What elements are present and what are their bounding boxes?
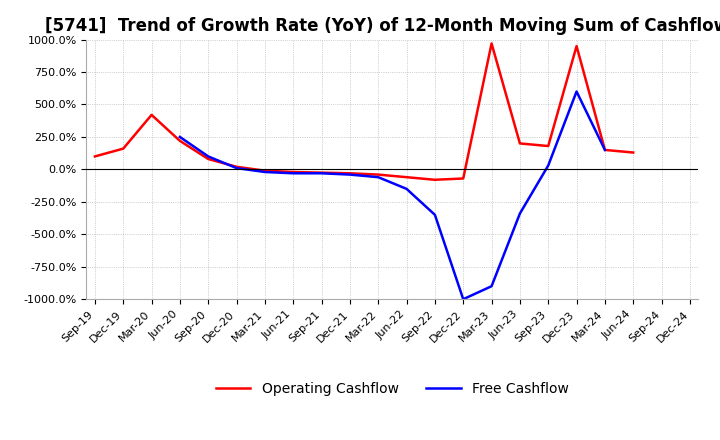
Free Cashflow — [176, 134, 184, 139]
Operating Cashflow — [374, 172, 382, 177]
Free Cashflow — [431, 212, 439, 217]
Operating Cashflow — [516, 141, 524, 146]
Free Cashflow — [204, 154, 212, 159]
Operating Cashflow — [487, 41, 496, 46]
Operating Cashflow — [600, 147, 609, 153]
Free Cashflow — [544, 163, 552, 168]
Free Cashflow — [487, 284, 496, 289]
Operating Cashflow — [148, 112, 156, 117]
Free Cashflow — [572, 89, 581, 94]
Free Cashflow — [289, 171, 297, 176]
Operating Cashflow — [346, 171, 354, 176]
Line: Operating Cashflow: Operating Cashflow — [95, 44, 633, 180]
Operating Cashflow — [176, 138, 184, 143]
Operating Cashflow — [544, 143, 552, 149]
Operating Cashflow — [459, 176, 467, 181]
Free Cashflow — [459, 297, 467, 302]
Operating Cashflow — [91, 154, 99, 159]
Operating Cashflow — [261, 168, 269, 173]
Free Cashflow — [516, 211, 524, 216]
Free Cashflow — [233, 165, 241, 171]
Legend: Operating Cashflow, Free Cashflow: Operating Cashflow, Free Cashflow — [210, 376, 575, 401]
Free Cashflow — [318, 171, 326, 176]
Free Cashflow — [346, 172, 354, 177]
Operating Cashflow — [318, 170, 326, 175]
Operating Cashflow — [204, 156, 212, 161]
Operating Cashflow — [402, 175, 411, 180]
Operating Cashflow — [629, 150, 637, 155]
Operating Cashflow — [572, 44, 581, 49]
Operating Cashflow — [431, 177, 439, 183]
Free Cashflow — [374, 175, 382, 180]
Line: Free Cashflow: Free Cashflow — [180, 92, 605, 299]
Operating Cashflow — [233, 164, 241, 169]
Operating Cashflow — [119, 146, 127, 151]
Free Cashflow — [261, 169, 269, 175]
Free Cashflow — [600, 147, 609, 153]
Title: [5741]  Trend of Growth Rate (YoY) of 12-Month Moving Sum of Cashflows: [5741] Trend of Growth Rate (YoY) of 12-… — [45, 17, 720, 35]
Free Cashflow — [402, 186, 411, 191]
Operating Cashflow — [289, 169, 297, 175]
